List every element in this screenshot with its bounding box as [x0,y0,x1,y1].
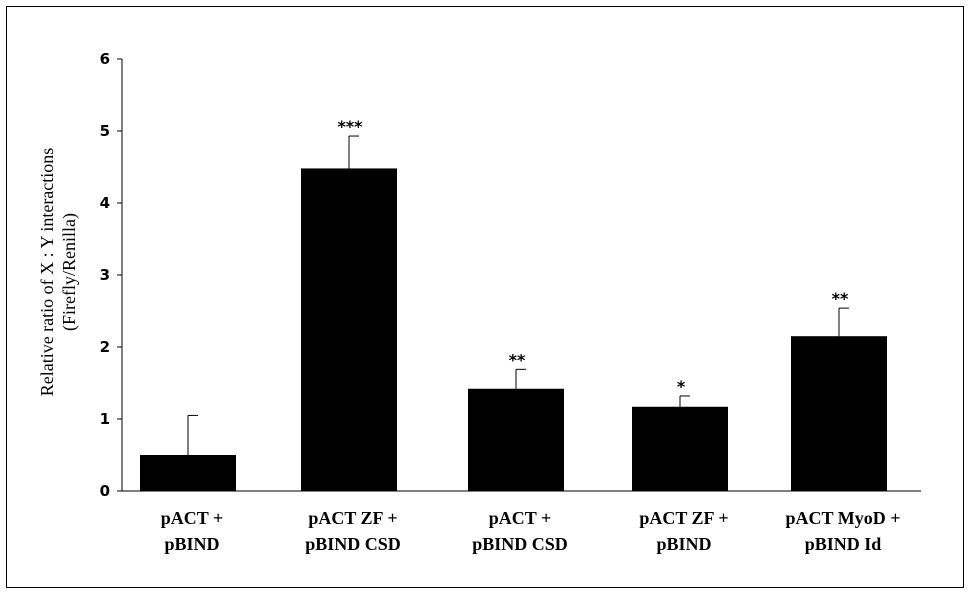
y-tick-label: 4 [100,194,110,212]
x-category-label: pACT + [161,508,223,528]
x-category-label: pBIND [656,534,711,554]
y-axis-title: (Firefly/Renilla) [59,213,80,331]
y-tick-label: 0 [100,482,110,500]
y-tick-label: 1 [100,410,110,428]
bar [468,388,564,491]
chart-frame: 0 1 2 3 4 5 6 pACT + pBIND *** pACT ZF + pBIND CSD *… [6,6,964,588]
significance-label: ** [509,350,526,369]
y-tick-label: 2 [100,338,110,356]
y-axis-title: Relative ratio of X : Y interactions [37,148,57,397]
y-tick-label: 5 [100,122,110,140]
x-category-label: pACT ZF + [639,508,728,528]
significance-label: ** [832,289,849,308]
y-tick-label: 6 [100,50,110,68]
x-category-label: pBIND CSD [472,534,568,554]
bar [791,336,887,491]
significance-label: *** [337,117,363,136]
bar [140,455,236,491]
significance-label: * [677,377,686,396]
bar [632,406,728,491]
x-category-label: pACT ZF + [308,508,397,528]
x-category-label: pACT MyoD + [786,508,901,528]
x-category-label: pBIND Id [805,534,882,554]
bar [301,168,397,491]
x-category-label: pACT + [489,508,551,528]
y-tick-label: 3 [100,266,110,284]
x-category-label: pBIND [164,534,219,554]
x-category-label: pBIND CSD [305,534,401,554]
